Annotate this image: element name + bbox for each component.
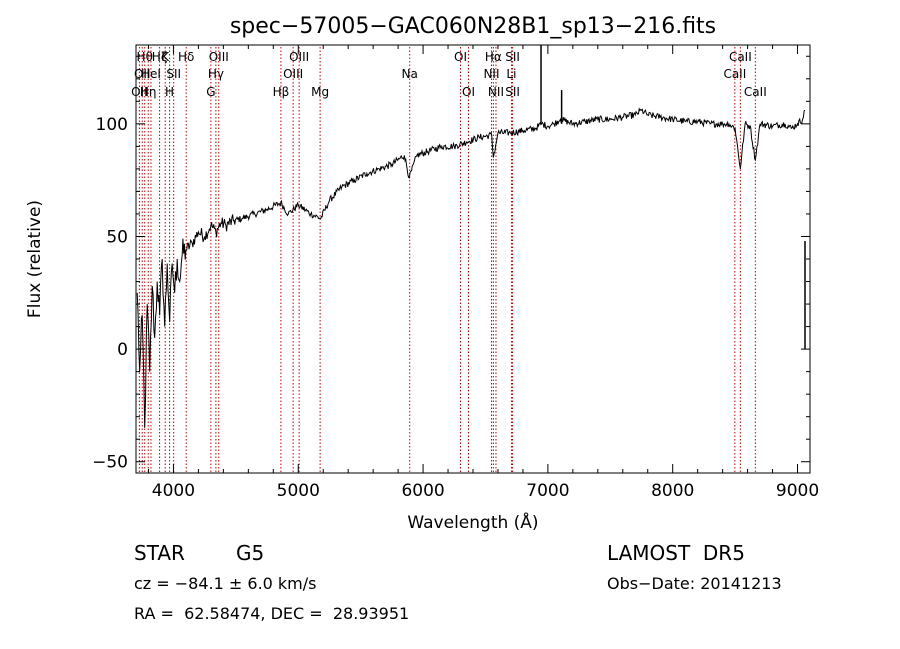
line-label: Hζ xyxy=(152,50,168,64)
object-subclass: G5 xyxy=(236,541,265,565)
y-axis-label: Flux (relative) xyxy=(25,200,45,318)
x-axis-label: Wavelength (Å) xyxy=(407,511,538,533)
line-label: Hη xyxy=(140,85,157,99)
line-label: NII xyxy=(488,85,504,99)
line-label: Hθ xyxy=(137,50,153,64)
y-tick-label: 0 xyxy=(117,340,128,360)
line-label: OI xyxy=(454,50,467,64)
y-tick-label: 100 xyxy=(96,115,128,135)
x-tick-label: 6000 xyxy=(401,481,444,501)
x-tick-label: 8000 xyxy=(651,481,694,501)
line-label: CaII xyxy=(723,67,746,81)
line-label: Hβ xyxy=(273,85,290,99)
line-label: Li xyxy=(506,67,516,81)
line-label: SII xyxy=(505,85,520,99)
spectrum-line xyxy=(136,107,806,428)
line-label: CaII xyxy=(744,85,767,99)
plot-frame xyxy=(135,44,811,474)
x-tick-label: 9000 xyxy=(776,481,819,501)
line-label: K xyxy=(161,50,170,64)
line-label: OII xyxy=(134,67,151,81)
axis-ticks: 4000 5000 6000 7000 8000 9000 −50 0 50 100 xyxy=(92,45,819,501)
line-label: HeI xyxy=(141,67,161,81)
x-tick-label: 7000 xyxy=(526,481,569,501)
object-class: STAR xyxy=(134,541,185,565)
chart-title: spec−57005−GAC060N28B1_sp13−216.fits xyxy=(230,14,716,39)
line-label: NII xyxy=(483,67,499,81)
x-tick-label: 4000 xyxy=(152,481,195,501)
line-label: OI xyxy=(462,85,475,99)
line-label: SII xyxy=(166,67,181,81)
line-label: Hγ xyxy=(208,67,224,81)
spectral-line-markers xyxy=(138,47,756,473)
line-label: G xyxy=(206,85,215,99)
line-label: Na xyxy=(402,67,418,81)
line-label: SII xyxy=(505,50,520,64)
line-label: OII xyxy=(131,85,148,99)
line-label: Hα xyxy=(485,50,502,64)
obs-date: Obs−Date: 20141213 xyxy=(607,574,782,593)
line-label: OIII xyxy=(283,67,303,81)
line-label: H xyxy=(165,85,174,99)
line-label: OIII xyxy=(289,50,309,64)
y-tick-label: 50 xyxy=(106,227,128,247)
line-label: Mg xyxy=(311,85,329,99)
line-label: Hδ xyxy=(178,50,194,64)
line-label: CaII xyxy=(729,50,752,64)
x-tick-label: 5000 xyxy=(277,481,320,501)
spectral-line-labels: OII OII Hθ Hη HeI HζK H SII Hδ G Hγ OIII Hβ OIII OIII M… xyxy=(131,50,767,99)
redshift-text: cz = −84.1 ± 6.0 km/s xyxy=(134,574,317,593)
survey-name: LAMOST DR5 xyxy=(607,541,745,565)
line-label: OIII xyxy=(209,50,229,64)
y-tick-label: −50 xyxy=(92,453,128,473)
spectrum-series xyxy=(136,45,806,428)
coordinates: RA = 62.58474, DEC = 28.93951 xyxy=(134,604,410,623)
